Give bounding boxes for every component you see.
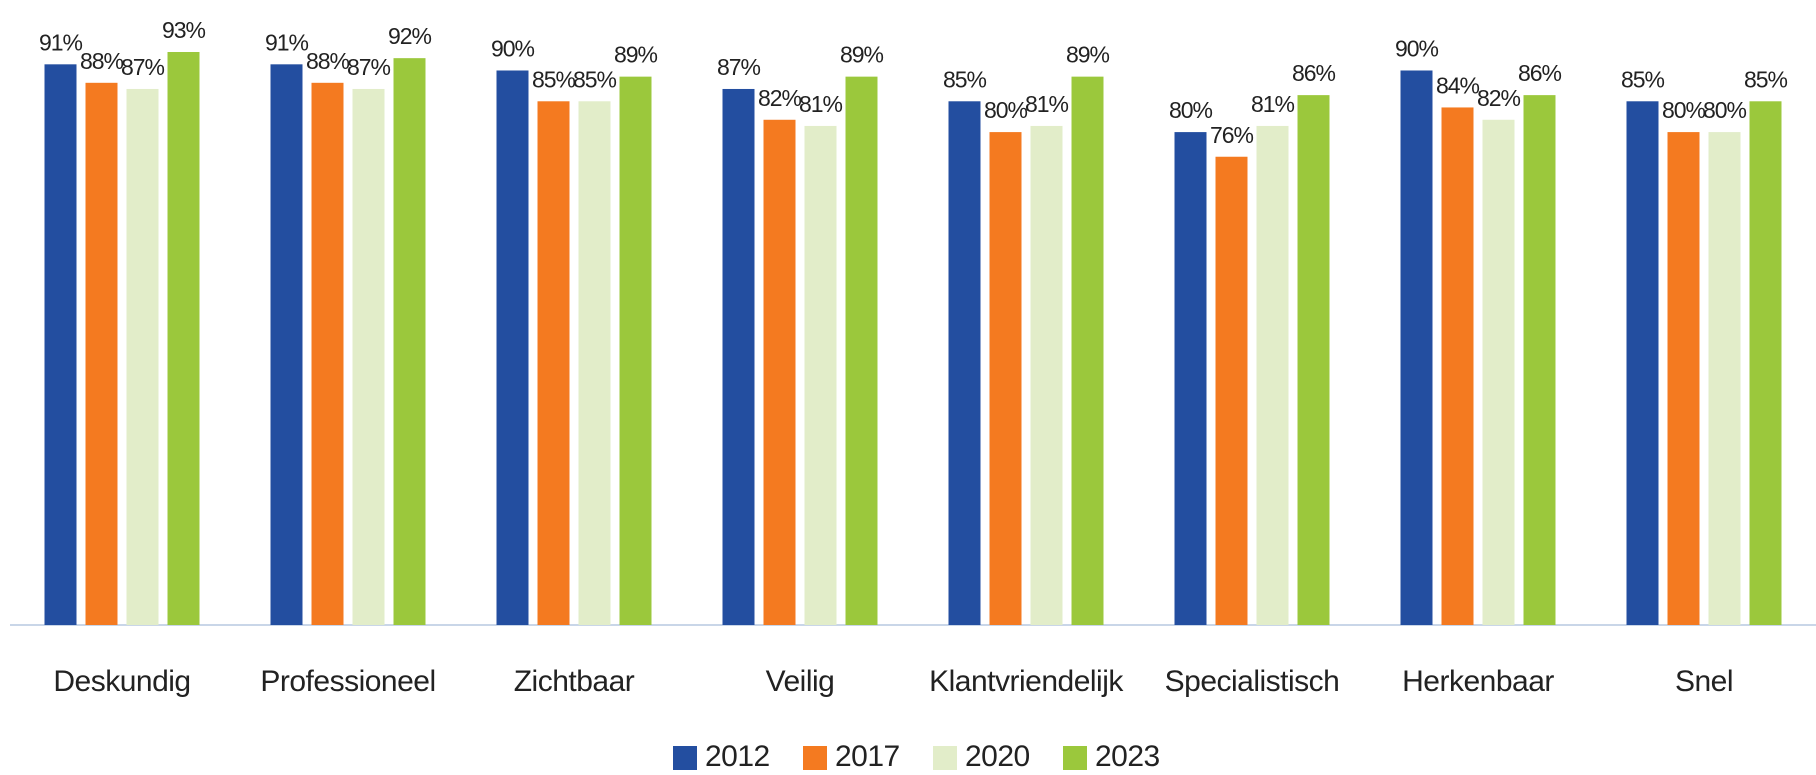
legend-swatch bbox=[1063, 746, 1087, 770]
value-label: 80% bbox=[1703, 97, 1747, 123]
value-label: 89% bbox=[1066, 42, 1110, 68]
legend-swatch bbox=[673, 746, 697, 770]
bar bbox=[311, 82, 344, 625]
legend-label: 2012 bbox=[705, 740, 770, 773]
value-label: 91% bbox=[265, 29, 309, 55]
value-label: 85% bbox=[1744, 66, 1788, 92]
x-tick-label: Herkenbaar bbox=[1402, 665, 1554, 698]
value-label: 93% bbox=[162, 17, 206, 43]
value-label: 90% bbox=[491, 36, 535, 62]
legend-label: 2020 bbox=[965, 740, 1030, 773]
bar bbox=[1215, 156, 1248, 625]
bar bbox=[270, 64, 303, 626]
bar bbox=[126, 88, 159, 625]
bar bbox=[722, 88, 755, 625]
bar bbox=[1400, 70, 1433, 625]
x-tick-label: Professioneel bbox=[260, 665, 435, 698]
value-label: 81% bbox=[1251, 91, 1295, 117]
value-label: 82% bbox=[1477, 85, 1521, 111]
bar bbox=[1708, 132, 1741, 625]
value-label: 85% bbox=[943, 66, 987, 92]
bar bbox=[1071, 76, 1104, 626]
bar bbox=[1523, 95, 1556, 626]
value-label: 88% bbox=[306, 48, 350, 74]
bar bbox=[393, 58, 426, 625]
bar bbox=[619, 76, 652, 626]
value-label: 85% bbox=[532, 66, 576, 92]
bar bbox=[1749, 101, 1782, 625]
value-label: 89% bbox=[840, 42, 884, 68]
value-label: 80% bbox=[1662, 97, 1706, 123]
value-label: 84% bbox=[1436, 73, 1480, 99]
x-tick-label: Deskundig bbox=[53, 665, 190, 698]
value-label: 81% bbox=[799, 91, 843, 117]
bar bbox=[1626, 101, 1659, 625]
bar bbox=[578, 101, 611, 625]
value-label: 87% bbox=[121, 54, 165, 80]
value-label: 85% bbox=[1621, 66, 1665, 92]
value-label: 89% bbox=[614, 42, 658, 68]
bar bbox=[496, 70, 529, 625]
value-label: 85% bbox=[573, 66, 617, 92]
bar bbox=[537, 101, 570, 625]
value-label: 87% bbox=[347, 54, 391, 80]
x-tick-label: Veilig bbox=[766, 665, 835, 698]
bar bbox=[1441, 107, 1474, 626]
bar bbox=[948, 101, 981, 625]
bar bbox=[1174, 132, 1207, 625]
bar bbox=[989, 132, 1022, 625]
bar bbox=[1297, 95, 1330, 626]
bar bbox=[763, 119, 796, 625]
x-tick-label: Klantvriendelijk bbox=[929, 665, 1124, 698]
x-tick-label: Specialistisch bbox=[1165, 665, 1340, 698]
value-label: 91% bbox=[39, 29, 83, 55]
value-label: 87% bbox=[717, 54, 761, 80]
bar bbox=[44, 64, 77, 626]
value-label: 80% bbox=[984, 97, 1028, 123]
legend-label: 2023 bbox=[1095, 740, 1160, 773]
bar bbox=[352, 88, 385, 625]
value-label: 76% bbox=[1210, 122, 1254, 148]
legend-label: 2017 bbox=[835, 740, 900, 773]
bar bbox=[1482, 119, 1515, 625]
value-label: 82% bbox=[758, 85, 802, 111]
bar bbox=[804, 125, 837, 625]
legend-swatch bbox=[803, 746, 827, 770]
x-tick-label: Zichtbaar bbox=[514, 665, 635, 698]
bar bbox=[1256, 125, 1289, 625]
legend-swatch bbox=[933, 746, 957, 770]
value-label: 86% bbox=[1292, 60, 1336, 86]
value-label: 88% bbox=[80, 48, 124, 74]
value-label: 80% bbox=[1169, 97, 1213, 123]
value-label: 92% bbox=[388, 23, 432, 49]
bar bbox=[1667, 132, 1700, 625]
bar bbox=[845, 76, 878, 626]
bar bbox=[85, 82, 118, 625]
value-label: 90% bbox=[1395, 36, 1439, 62]
bar bbox=[1030, 125, 1063, 625]
value-label: 86% bbox=[1518, 60, 1562, 86]
x-tick-label: Snel bbox=[1675, 665, 1733, 698]
value-label: 81% bbox=[1025, 91, 1069, 117]
bar bbox=[167, 52, 200, 625]
